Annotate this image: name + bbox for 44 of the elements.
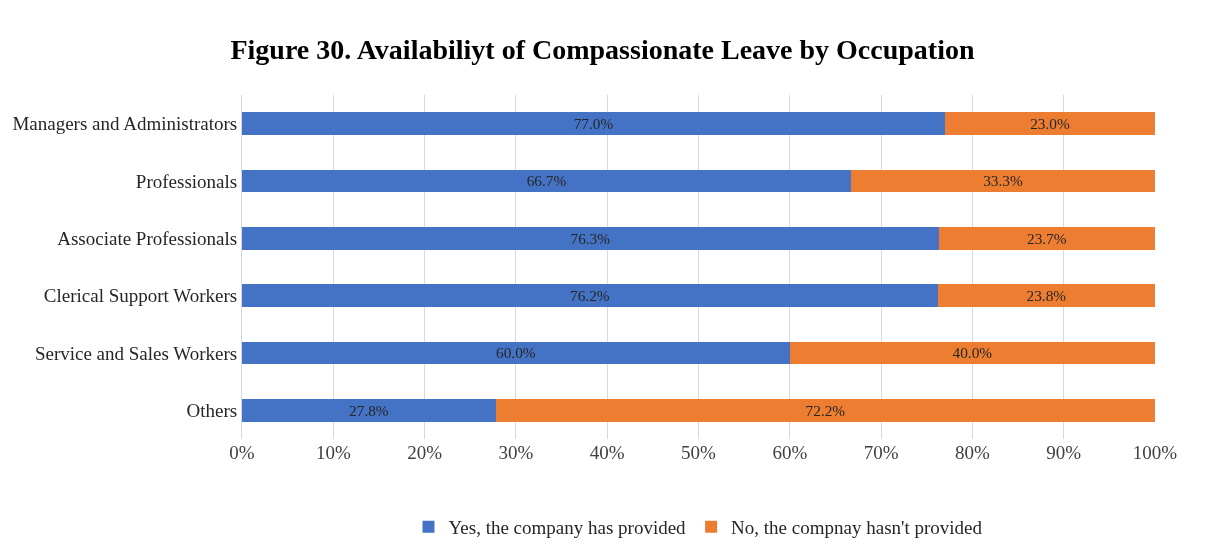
x-tick-label: 40% [589,442,625,463]
x-tick-label: 0% [229,442,255,463]
bar [242,112,946,136]
data-label: 23.8% [1026,286,1067,304]
x-tick-label: 10% [315,442,351,463]
bar [789,341,1155,365]
bar [850,169,1155,193]
data-label: 72.2% [805,401,846,419]
y-tick-label: Associate Professionals [57,227,238,249]
bar [938,226,1155,250]
data-label: 23.7% [1026,229,1067,247]
bar [242,284,938,308]
y-tick-label: Clerical Support Workers [43,285,238,307]
x-tick-label: 90% [1046,442,1082,463]
x-tick-label: 30% [498,442,534,463]
data-label: 23.0% [1030,114,1070,132]
bar [937,284,1155,308]
data-label: 66.7% [526,172,567,190]
data-label: 76.2% [570,286,610,304]
bar [242,341,790,365]
y-tick-label: Professionals [135,170,238,192]
bar [242,169,851,193]
chart-title: Figure 30. Availabiliyt of Compassionate Leave by Occupation [230,33,975,65]
legend-label: No, the compnay hasn't provided [731,517,983,539]
bar [495,398,1155,422]
y-tick-label: Service and Sales Workers [34,342,238,364]
data-label: 33.3% [983,172,1023,190]
x-tick-label: 80% [954,442,990,463]
x-tick-label: 50% [681,442,717,463]
data-label: 40.0% [952,344,993,362]
y-tick-label: Managers and Administrators [12,113,238,135]
y-tick-label: Others [186,399,238,421]
x-tick-label: 70% [863,442,899,463]
legend-label: Yes, the company has provided [448,517,687,539]
data-label: 60.0% [496,344,536,362]
data-label: 77.0% [573,114,614,132]
x-tick-label: 100% [1132,442,1178,463]
bar [945,112,1155,136]
x-tick-label: 20% [407,442,443,463]
bar [242,398,496,422]
data-label: 27.8% [349,401,389,419]
bar [242,226,939,250]
x-tick-label: 60% [772,442,808,463]
data-label: 76.3% [570,229,611,247]
